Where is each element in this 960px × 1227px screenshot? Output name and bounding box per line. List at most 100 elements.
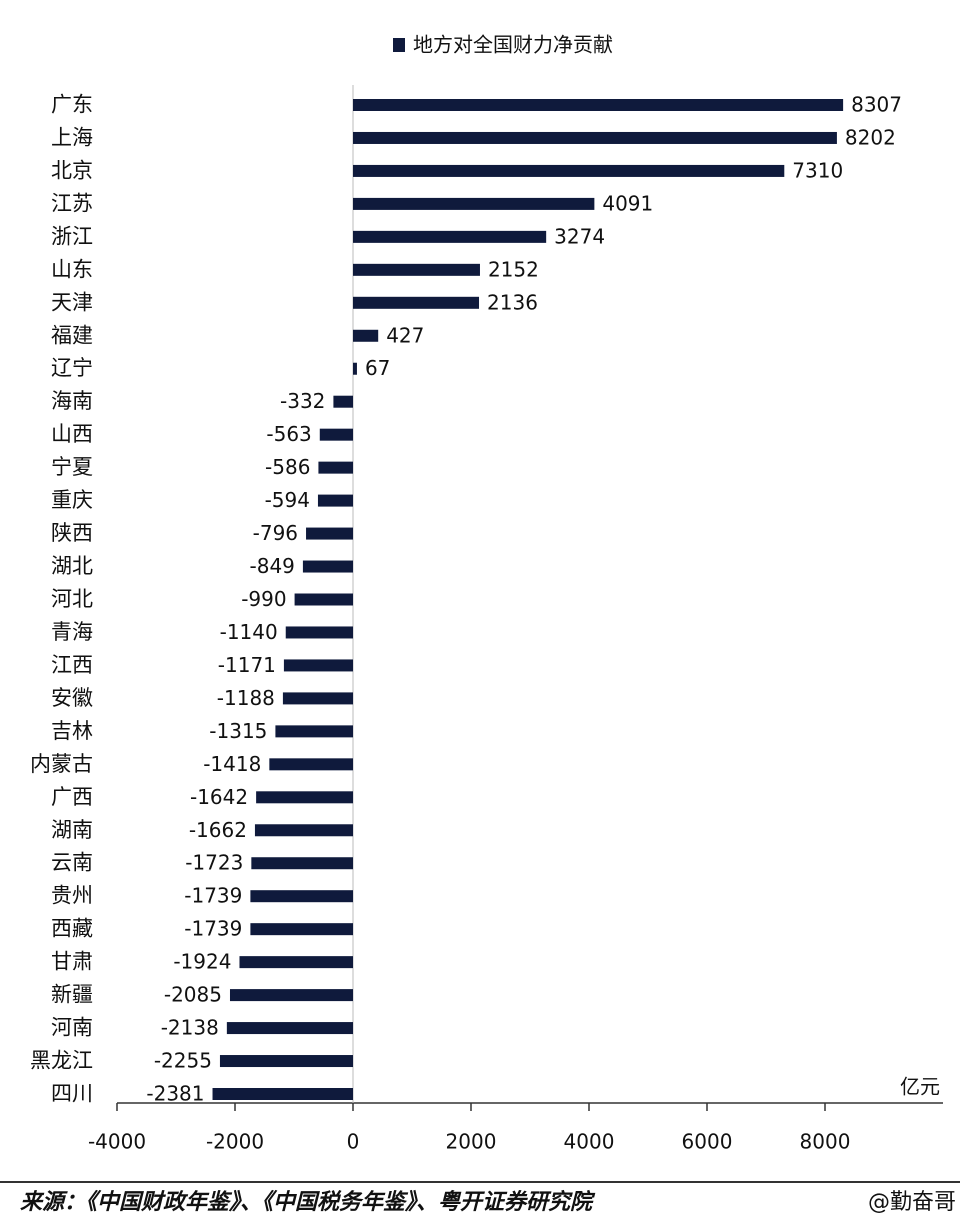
x-tick-label: -2000 — [206, 1130, 264, 1154]
bar — [353, 197, 595, 210]
bar — [285, 626, 353, 639]
value-label: -332 — [280, 389, 325, 413]
bar — [353, 263, 480, 276]
y-tick-label: 天津 — [51, 290, 93, 314]
bar — [353, 329, 379, 342]
y-tick-label: 吉林 — [51, 719, 93, 743]
value-label: 8202 — [845, 125, 896, 149]
y-tick-label: 宁夏 — [51, 455, 93, 479]
value-label: -849 — [250, 554, 295, 578]
bar — [306, 527, 353, 540]
bar — [226, 1022, 353, 1035]
value-label: 67 — [365, 356, 390, 380]
y-tick-label: 新疆 — [51, 983, 93, 1007]
y-tick-label: 辽宁 — [51, 356, 93, 380]
value-label: -1662 — [189, 818, 247, 842]
value-label: -1418 — [203, 752, 261, 776]
value-label: -1739 — [184, 884, 242, 908]
x-tick-label: 0 — [347, 1130, 360, 1154]
bar — [353, 99, 844, 111]
y-tick-label: 海南 — [51, 389, 93, 413]
value-label: -1315 — [209, 719, 267, 743]
x-tick-label: 4000 — [564, 1130, 615, 1154]
y-tick-label: 江西 — [51, 653, 93, 677]
value-label: 3274 — [554, 224, 605, 248]
bar — [302, 560, 353, 573]
y-tick-label: 广西 — [51, 785, 93, 809]
bar — [283, 659, 353, 672]
value-label: -1642 — [190, 785, 248, 809]
value-label: -2085 — [164, 983, 222, 1007]
bar — [318, 461, 353, 474]
value-label: -1188 — [217, 686, 275, 710]
bar — [317, 494, 353, 507]
x-tick-label: 8000 — [800, 1130, 851, 1154]
bar — [333, 395, 353, 408]
y-tick-label: 甘肃 — [51, 950, 93, 974]
y-tick-label: 黑龙江 — [30, 1049, 93, 1073]
y-tick-label: 湖北 — [51, 554, 93, 578]
bar — [353, 362, 357, 375]
value-label: 8307 — [851, 93, 902, 117]
value-label: -594 — [265, 488, 310, 512]
value-label: 4091 — [602, 191, 653, 215]
y-tick-label: 湖南 — [51, 818, 93, 842]
value-label: -1171 — [218, 653, 276, 677]
value-label: 2152 — [488, 257, 539, 281]
y-tick-label: 浙江 — [51, 224, 93, 248]
value-label: -1924 — [173, 950, 231, 974]
y-tick-label: 北京 — [51, 158, 93, 182]
value-label: -1723 — [185, 851, 243, 875]
bar — [254, 824, 353, 837]
y-tick-label: 上海 — [51, 125, 93, 149]
x-tick-label: -4000 — [88, 1130, 146, 1154]
y-tick-label: 江苏 — [51, 191, 93, 215]
value-label: -2255 — [154, 1049, 212, 1073]
y-tick-label: 重庆 — [51, 488, 93, 512]
value-label: -2138 — [161, 1016, 219, 1040]
value-label: -586 — [265, 455, 310, 479]
value-label: -1140 — [220, 620, 278, 644]
y-tick-label: 四川 — [51, 1082, 93, 1106]
y-tick-label: 云南 — [51, 851, 93, 875]
value-label: -990 — [241, 587, 286, 611]
value-label: -563 — [266, 422, 311, 446]
y-tick-label: 安徽 — [51, 686, 93, 710]
y-tick-label: 青海 — [51, 620, 93, 644]
unit-label: 亿元 — [900, 1075, 940, 1099]
bar — [212, 1088, 353, 1100]
y-tick-label: 西藏 — [51, 917, 93, 941]
bar — [353, 230, 547, 243]
bar — [275, 725, 353, 738]
source: 来源：《中国财政年鉴》、《中国税务年鉴》、粤开证券研究院 — [20, 1189, 596, 1215]
bar — [251, 857, 353, 870]
legend-label: 地方对全国财力净贡献 — [413, 33, 613, 57]
bar — [250, 890, 353, 903]
bar — [269, 758, 353, 771]
y-tick-label: 山东 — [51, 257, 93, 281]
y-tick-label: 陕西 — [51, 521, 93, 545]
bar — [353, 131, 837, 144]
bar — [353, 164, 785, 177]
y-tick-label: 河南 — [51, 1016, 93, 1040]
x-tick-label: 6000 — [682, 1130, 733, 1154]
x-tick-label: 2000 — [446, 1130, 497, 1154]
y-tick-label: 广东 — [51, 93, 93, 117]
y-tick-label: 山西 — [51, 422, 93, 446]
bar — [256, 791, 353, 804]
value-label: -2381 — [146, 1082, 204, 1106]
bar — [282, 692, 353, 705]
value-label: 7310 — [792, 158, 843, 182]
legend-swatch — [393, 38, 405, 52]
bar — [229, 989, 353, 1002]
y-tick-label: 福建 — [51, 323, 93, 347]
bar — [219, 1055, 353, 1068]
value-label: 427 — [386, 323, 424, 347]
bar — [319, 428, 353, 441]
watermark: @勤奋哥 — [868, 1190, 956, 1215]
y-tick-label: 贵州 — [51, 884, 93, 908]
y-tick-label: 内蒙古 — [30, 752, 93, 776]
y-tick-label: 河北 — [51, 587, 93, 611]
